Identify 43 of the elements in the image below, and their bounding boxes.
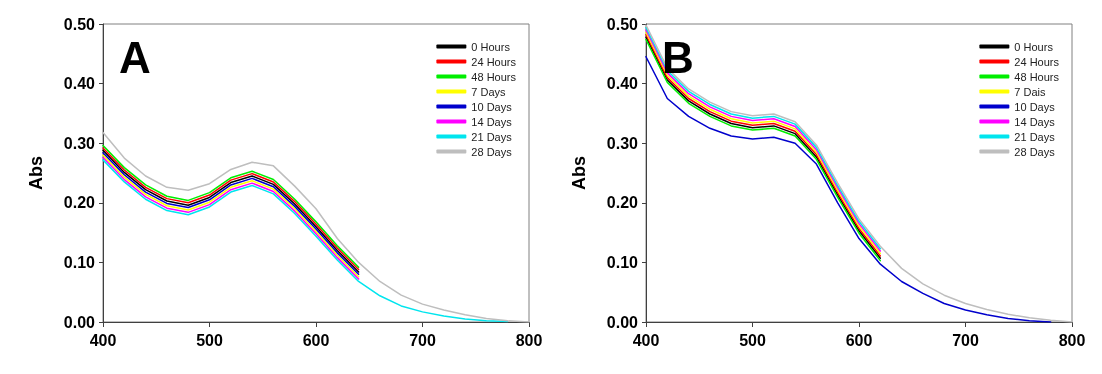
y-tick-label: 0.30 [63, 134, 96, 152]
x-tick-label: 700 [409, 331, 436, 349]
y-tick-label: 0.20 [63, 194, 96, 212]
legend-label: 0 Hours [1014, 40, 1054, 53]
y-tick-label: 0.10 [606, 253, 639, 271]
legend-label: 21 Days [1014, 130, 1056, 143]
y-axis-title: Abs [569, 155, 589, 191]
y-tick-label: 0.50 [606, 15, 639, 33]
chart-title: A [119, 32, 151, 82]
legend-label: 24 Hours [1014, 55, 1060, 68]
legend-label: 48 Hours [471, 70, 517, 83]
chart-title: B [662, 32, 694, 82]
line-series [102, 159, 509, 323]
x-tick-label: 800 [1058, 331, 1086, 349]
y-axis-title: Abs [26, 155, 46, 191]
y-tick-label: 0.00 [63, 313, 96, 331]
x-tick-label: 400 [89, 331, 117, 349]
y-tick-label: 0.40 [606, 75, 639, 93]
legend-label: 10 Days [471, 100, 513, 113]
legend-label: 24 Hours [471, 55, 517, 68]
y-tick-label: 0.00 [606, 313, 639, 331]
y-tick-label: 0.20 [606, 194, 639, 212]
x-tick-label: 800 [515, 331, 543, 349]
legend-label: 14 Days [471, 115, 513, 128]
legend-label: 7 Dais [1014, 85, 1047, 98]
x-tick-label: 500 [196, 331, 223, 349]
legend-label: 28 Days [471, 145, 513, 158]
legend-label: 10 Days [1014, 100, 1056, 113]
legend-label: 21 Days [471, 130, 513, 143]
y-tick-label: 0.10 [63, 253, 96, 271]
y-tick-label: 0.40 [63, 75, 96, 93]
legend-label: 48 Hours [1014, 70, 1060, 83]
x-tick-label: 500 [739, 331, 766, 349]
y-tick-label: 0.50 [63, 15, 96, 33]
x-tick-label: 700 [952, 331, 979, 349]
legend-label: 14 Days [1014, 115, 1056, 128]
x-tick-label: 400 [632, 331, 660, 349]
legend-label: 28 Days [1014, 145, 1056, 158]
y-tick-label: 0.30 [606, 134, 639, 152]
x-tick-label: 600 [845, 331, 873, 349]
x-tick-label: 600 [302, 331, 330, 349]
legend-label: 7 Days [471, 85, 507, 98]
legend-label: 0 Hours [471, 40, 511, 53]
